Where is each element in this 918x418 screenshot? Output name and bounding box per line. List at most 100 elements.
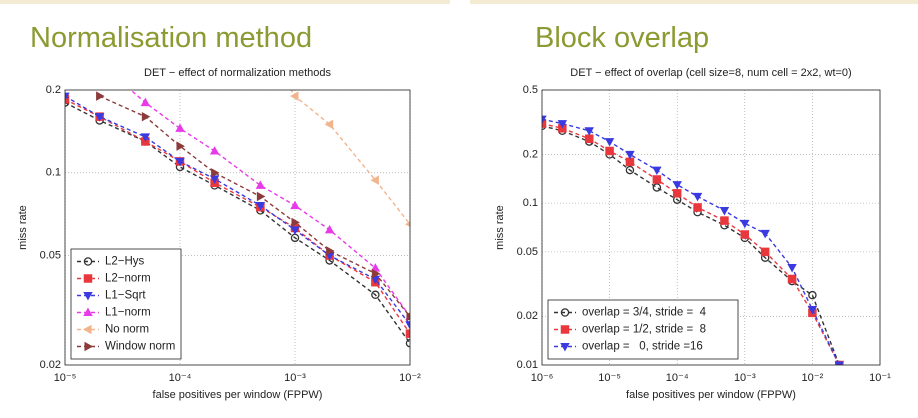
marker [625, 165, 635, 175]
series-line [65, 95, 410, 326]
legend-label: overlap = 1/2, stride = 8 [582, 324, 706, 336]
marker [740, 230, 750, 239]
x-tick-label: 10⁻⁶ [531, 372, 554, 384]
legend-label: Window norm [105, 341, 175, 353]
marker [176, 141, 185, 151]
marker [65, 92, 70, 102]
marker [652, 166, 662, 176]
marker [255, 202, 266, 211]
marker [140, 133, 151, 142]
x-tick-label: 10⁻² [802, 372, 824, 384]
top-band [0, 0, 450, 4]
chart-title: DET − effect of normalization methods [144, 67, 331, 79]
legend-box [70, 248, 182, 360]
x-tick-label: 10⁻⁴ [666, 372, 689, 384]
marker [175, 157, 185, 167]
marker [211, 168, 220, 178]
series-line [65, 101, 410, 344]
y-tick-label: 0.1 [46, 167, 61, 179]
marker [720, 216, 729, 225]
y-tick-label: 0.05 [517, 246, 538, 258]
marker [96, 91, 105, 101]
marker [557, 120, 568, 129]
marker [672, 181, 682, 190]
marker [324, 224, 335, 234]
marker [584, 127, 594, 136]
marker [740, 219, 750, 229]
marker [371, 290, 380, 300]
plot-frame [64, 89, 411, 366]
marker [290, 226, 300, 235]
marker [405, 321, 410, 330]
y-tick-label: 0.01 [517, 359, 538, 371]
marker [719, 207, 730, 216]
legend-label: L2−norm [105, 273, 151, 285]
y-tick-label: 0.05 [40, 249, 61, 261]
slide-title: Block overlap [535, 22, 709, 54]
marker [291, 217, 300, 228]
legend-marker [83, 274, 93, 283]
y-tick-label: 0.2 [523, 148, 538, 160]
marker [406, 311, 410, 322]
marker [672, 189, 682, 198]
marker [209, 146, 220, 155]
legend-marker [83, 307, 93, 317]
top-band [470, 0, 918, 4]
legend-marker [83, 324, 92, 335]
y-tick-label: 0.2 [46, 84, 61, 96]
y-tick-label: 0.02 [517, 310, 538, 322]
y-axis-label: miss rate [17, 205, 29, 250]
y-tick-label: 0.02 [40, 359, 61, 371]
marker [255, 180, 266, 189]
legend-marker [83, 291, 93, 301]
marker [604, 138, 615, 147]
marker [542, 115, 547, 125]
x-axis-label: false positives per window (FPPW) [153, 389, 323, 401]
legend-marker [84, 341, 93, 352]
legend-marker [560, 308, 570, 317]
legend-marker [560, 342, 570, 352]
series-line [65, 98, 410, 335]
marker [370, 175, 379, 185]
legend-label: overlap = 0, stride =16 [582, 341, 703, 353]
marker [370, 275, 381, 285]
marker [141, 111, 151, 122]
marker [326, 246, 335, 256]
marker [256, 191, 266, 202]
x-tick-label: 10⁻³ [284, 372, 306, 384]
legend-marker [560, 325, 570, 334]
marker [625, 150, 635, 160]
legend-label: L1−Sqrt [105, 290, 146, 302]
marker [290, 91, 299, 101]
marker [652, 175, 662, 184]
marker [787, 264, 797, 273]
marker [324, 119, 334, 130]
legend-label: No norm [105, 324, 149, 336]
x-axis-label: false positives per window (FPPW) [626, 389, 796, 401]
x-tick-label: 10⁻⁵ [598, 372, 621, 384]
marker [693, 203, 702, 212]
marker [209, 175, 220, 184]
y-axis-label: miss rate [494, 205, 506, 250]
marker [371, 268, 381, 279]
legend-label: L2−Hys [105, 256, 145, 268]
y-tick-label: 0.1 [523, 197, 538, 209]
x-tick-label: 10⁻¹ [869, 372, 891, 384]
marker [585, 134, 594, 143]
legend-box [547, 299, 739, 360]
marker [652, 183, 662, 192]
marker [760, 229, 770, 239]
slide-title: Normalisation method [30, 22, 312, 54]
plot-frame [541, 89, 881, 366]
x-tick-label: 10⁻⁵ [54, 372, 77, 384]
marker [140, 97, 151, 107]
legend-label: L1−norm [105, 307, 151, 319]
marker [175, 123, 185, 132]
marker [290, 200, 300, 210]
plot-series [65, 90, 410, 348]
marker [692, 192, 703, 202]
chart-title: DET − effect of overlap (cell size=8, nu… [570, 67, 851, 79]
marker [94, 113, 105, 122]
marker [760, 247, 770, 257]
